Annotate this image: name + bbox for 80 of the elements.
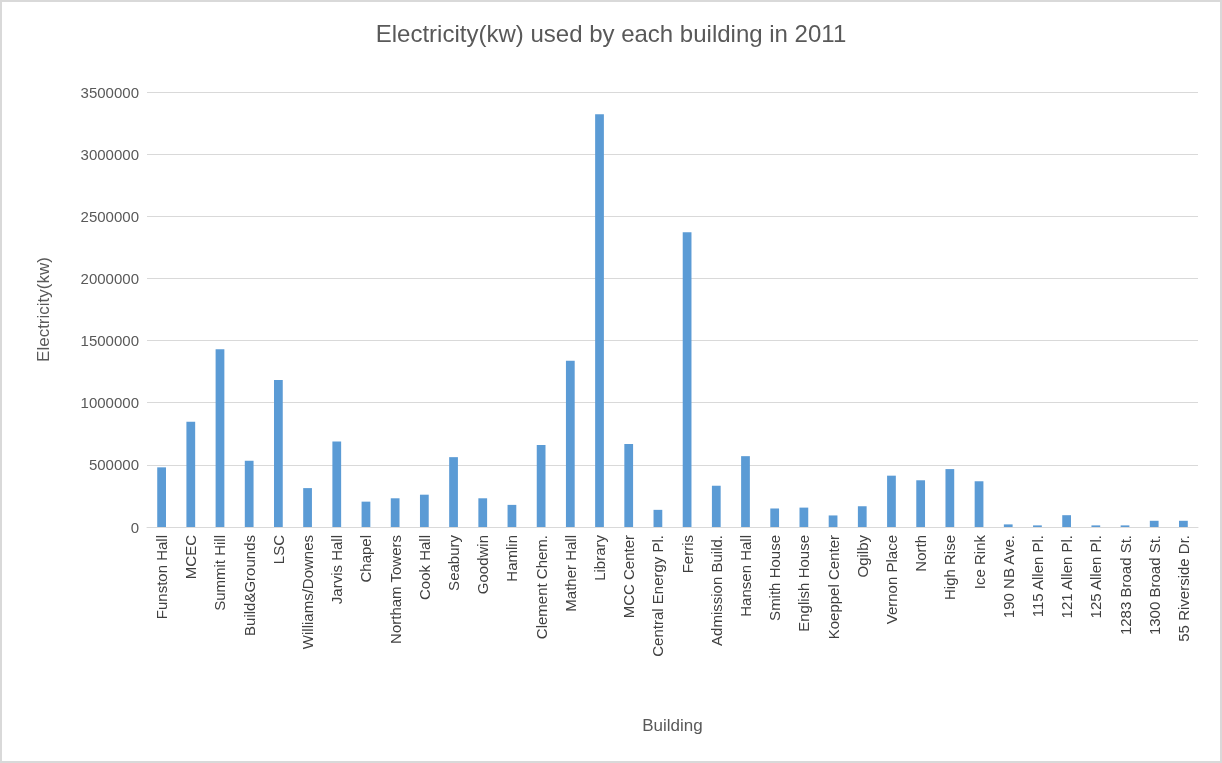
bar	[303, 488, 312, 527]
x-tick-label: Cook Hall	[415, 535, 433, 601]
bar	[945, 469, 955, 527]
x-tick-label: 125 Allen Pl.	[1087, 535, 1105, 619]
x-tick-label: Summit Hill	[211, 535, 229, 611]
bar	[595, 114, 604, 527]
bar	[361, 501, 371, 527]
y-tick-label: 1000000	[80, 394, 139, 412]
bar	[390, 498, 400, 527]
x-tick-label: Hamlin	[503, 535, 521, 582]
x-tick-label: Funston Hall	[153, 535, 171, 620]
bar	[741, 456, 750, 527]
x-tick-label: Williams/Downes	[299, 535, 317, 650]
bar	[332, 441, 342, 527]
bar	[857, 506, 867, 527]
x-axis-title: Building	[642, 716, 703, 735]
bar	[624, 443, 634, 527]
bar	[274, 379, 283, 527]
bar	[974, 481, 984, 527]
bar	[916, 480, 926, 527]
y-tick-label: 2500000	[80, 207, 139, 225]
y-axis-title: Electricity(kw)	[34, 257, 53, 362]
bar	[244, 460, 254, 527]
x-tick-label: Build&Grounds	[240, 535, 258, 636]
x-tick-label: 115 Allen Pl.	[1028, 535, 1046, 618]
bar	[536, 444, 546, 527]
bar	[653, 509, 663, 527]
bar	[1149, 520, 1159, 527]
x-tick-label: Northam Towers	[386, 535, 404, 644]
x-tick-label: Jarvis Hall	[328, 535, 346, 605]
bar	[887, 475, 896, 527]
bar	[449, 457, 458, 527]
x-tick-label: Admission Build.	[707, 535, 725, 646]
chart-title: Electricity(kw) used by each building in 2011	[375, 19, 847, 47]
x-tick-label: Goodwin	[474, 535, 492, 595]
bar	[828, 515, 838, 527]
y-tick-label: 0	[130, 518, 139, 536]
y-tick-label: 3000000	[80, 145, 139, 163]
x-tick-label: Seabury	[445, 534, 463, 591]
x-tick-label: 190 NB Ave.	[999, 535, 1017, 619]
x-tick-label: Vernon Place	[882, 535, 900, 625]
bar	[507, 504, 517, 527]
x-tick-label: Smith House	[766, 535, 784, 621]
x-tick-label: LSC	[269, 534, 287, 565]
bar	[215, 349, 225, 527]
bar	[565, 360, 575, 527]
bar	[186, 421, 196, 527]
x-tick-label: Clement Chem.	[532, 535, 550, 640]
x-tick-label: MCEC	[182, 534, 200, 580]
x-tick-label: English House	[795, 535, 813, 632]
x-tick-label: Koeppel Center	[824, 535, 842, 640]
x-tick-label: Ice Rink	[970, 534, 988, 590]
x-tick-label: High Rise	[941, 535, 959, 601]
bar	[682, 232, 692, 527]
bar	[1179, 520, 1188, 527]
x-tick-label: Chapel	[357, 535, 375, 583]
x-tick-label: North	[912, 535, 930, 572]
x-tick-label: 1300 Broad St.	[1145, 535, 1163, 636]
bar	[711, 485, 721, 527]
bar	[1062, 515, 1071, 527]
x-tick-label: Hansen Hall	[736, 535, 754, 617]
y-tick-label: 500000	[88, 456, 139, 474]
x-tick-label: MCC Center	[620, 535, 638, 619]
x-tick-label: Central Energy Pl.	[649, 535, 667, 657]
y-tick-label: 1500000	[80, 332, 139, 350]
bar	[419, 494, 429, 527]
x-tick-label: Library	[591, 534, 609, 581]
x-tick-label: 121 Allen Pl.	[1058, 535, 1076, 619]
bar	[770, 508, 780, 527]
x-tick-label: 1283 Broad St.	[1116, 535, 1134, 636]
y-tick-label: 2000000	[80, 269, 139, 287]
bar	[1003, 524, 1013, 527]
bar	[799, 507, 809, 527]
y-tick-label: 3500000	[80, 83, 139, 101]
x-tick-label: Ogilby	[853, 534, 871, 578]
bar	[478, 498, 488, 527]
x-tick-label: 55 Riverside Dr.	[1174, 535, 1192, 642]
bar	[157, 467, 166, 527]
x-tick-label: Mather Hall	[561, 535, 579, 612]
x-tick-label: Ferris	[678, 535, 696, 574]
